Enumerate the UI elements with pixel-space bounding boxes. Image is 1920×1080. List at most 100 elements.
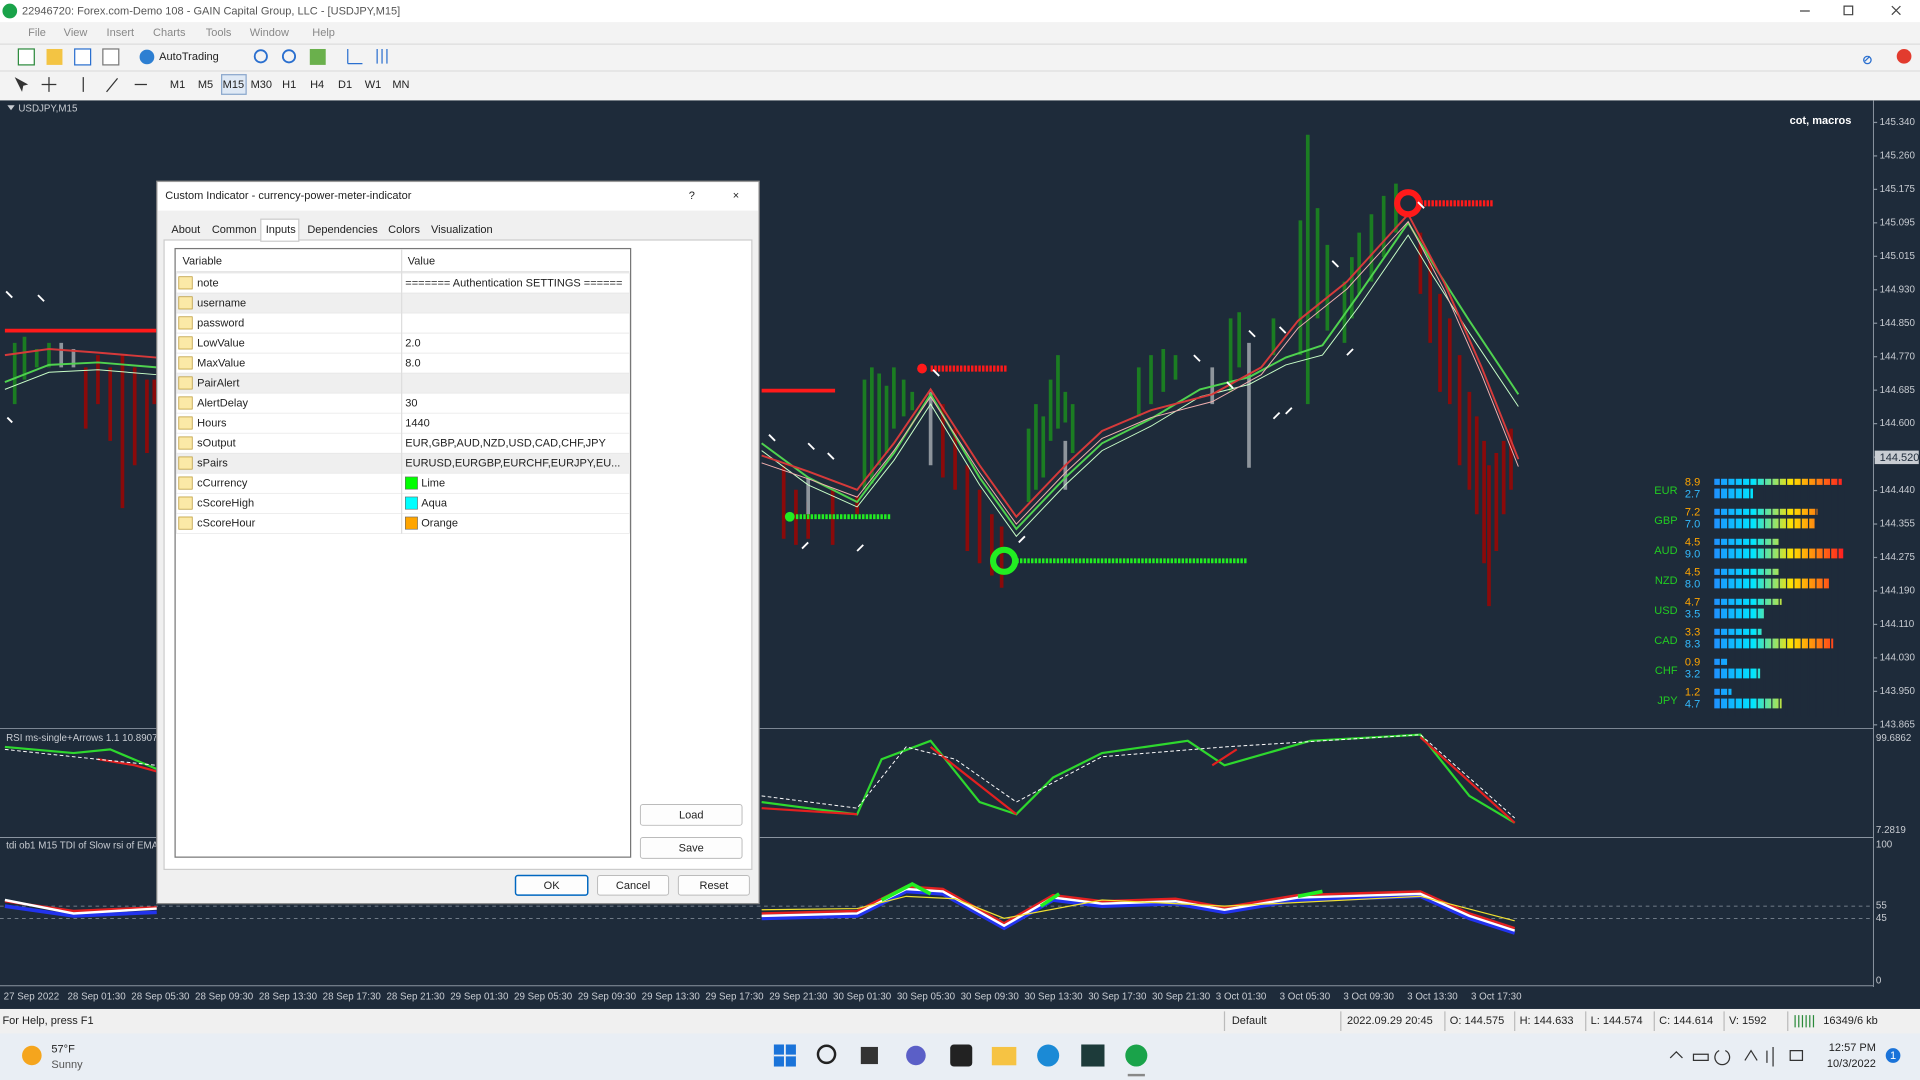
menu-item[interactable]: Tools <box>206 27 232 39</box>
meter-score: 8.9 <box>1685 476 1700 488</box>
price-label: 145.260 <box>1880 151 1916 162</box>
variable-name: AlertDelay <box>197 397 248 409</box>
time-label: 28 Sep 17:30 <box>323 991 382 1002</box>
tab[interactable]: About <box>171 224 200 236</box>
price-label: 144.600 <box>1880 418 1916 429</box>
timeframe-button[interactable]: M15 <box>223 79 244 91</box>
row-icon <box>178 416 193 430</box>
time-label: 28 Sep 13:30 <box>259 991 318 1002</box>
tab[interactable]: Visualization <box>431 224 493 236</box>
meter-segments <box>1719 471 1846 717</box>
indicator1-bottom: 7.2819 <box>1876 825 1906 836</box>
meter-score: 3.3 <box>1685 626 1700 638</box>
variable-name: password <box>197 317 244 329</box>
meter-score: 3.2 <box>1685 669 1700 681</box>
variable-name: cScoreHigh <box>197 498 254 510</box>
variable-value: Lime <box>421 478 445 490</box>
notification-badge[interactable] <box>1885 1048 1901 1063</box>
row-icon <box>178 396 193 410</box>
button[interactable] <box>639 804 743 826</box>
timeframe-button[interactable]: D1 <box>338 79 352 91</box>
meter-bar <box>1714 638 1834 649</box>
time-label: 30 Sep 09:30 <box>961 991 1020 1002</box>
indicator2-level: 0 <box>1876 975 1882 986</box>
row-icon <box>178 456 193 470</box>
tab[interactable]: Inputs <box>266 224 297 236</box>
menu-item[interactable]: Charts <box>153 27 186 39</box>
timeframe-button[interactable]: M1 <box>170 79 185 91</box>
time-label: 27 Sep 2022 <box>4 991 59 1002</box>
menu-item[interactable]: Insert <box>107 27 135 39</box>
button[interactable] <box>514 874 589 896</box>
timeframe-button[interactable]: M5 <box>198 79 213 91</box>
status-profile: Default <box>1232 1015 1267 1027</box>
button[interactable] <box>597 875 670 896</box>
current-price: 144.520 <box>1880 452 1920 464</box>
time-label: 3 Oct 13:30 <box>1407 991 1458 1002</box>
timeframe-button[interactable]: MN <box>392 79 409 91</box>
time-label: 29 Sep 09:30 <box>578 991 637 1002</box>
variable-name: username <box>197 297 246 309</box>
clock-time: 12:57 PM <box>1829 1042 1876 1054</box>
meter-currency: CHF <box>1655 665 1678 677</box>
button-label[interactable]: Reset <box>699 880 728 892</box>
price-label: 143.950 <box>1880 686 1916 697</box>
menu-item[interactable]: File <box>28 27 46 39</box>
tray-icons[interactable] <box>1669 1046 1804 1067</box>
timeframe-button[interactable]: H4 <box>310 79 324 91</box>
close-button[interactable]: × <box>733 190 739 202</box>
time-label: 28 Sep 01:30 <box>67 991 126 1002</box>
meter-score: 4.5 <box>1685 536 1700 548</box>
variable-name: PairAlert <box>197 377 239 389</box>
meter-score: 0.9 <box>1685 656 1700 668</box>
timeframe-button[interactable]: W1 <box>365 79 382 91</box>
meter-currency: CAD <box>1654 635 1677 647</box>
color-swatch <box>405 496 418 510</box>
price-label: 144.190 <box>1880 586 1916 597</box>
button-label[interactable]: Load <box>679 809 704 821</box>
time-label: 30 Sep 01:30 <box>833 991 892 1002</box>
timeframe-button[interactable]: H1 <box>282 79 296 91</box>
window-controls[interactable] <box>1800 5 1901 16</box>
timeframe-button[interactable]: M30 <box>251 79 272 91</box>
indicator2-name: tdi ob1 M15 TDI of Slow rsi of EMA <box>6 841 159 852</box>
row-bg[interactable] <box>176 412 630 434</box>
taskbar-apps[interactable] <box>773 1044 1148 1077</box>
row-bg[interactable] <box>176 513 630 534</box>
button-label[interactable]: Save <box>679 842 704 854</box>
button-label[interactable]: OK <box>544 880 561 892</box>
tab[interactable]: Dependencies <box>307 224 378 236</box>
menu-item[interactable]: Help <box>312 27 335 39</box>
button[interactable] <box>677 875 750 896</box>
time-label: 30 Sep 05:30 <box>897 991 956 1002</box>
notification[interactable] <box>1896 48 1912 64</box>
time-label: 3 Oct 01:30 <box>1216 991 1267 1002</box>
help-button[interactable]: ? <box>689 190 695 202</box>
weather-icon[interactable] <box>22 1045 42 1066</box>
row-bg[interactable] <box>176 372 630 394</box>
menu-item[interactable]: Window <box>250 27 289 39</box>
toolbar-icons[interactable] <box>14 48 388 93</box>
meter-score: 3.5 <box>1685 609 1700 621</box>
row-icon <box>178 376 193 390</box>
variable-value: 30 <box>405 397 417 409</box>
meter-bar <box>1714 668 1761 679</box>
meter-bar <box>1714 698 1782 709</box>
button-label[interactable]: Cancel <box>616 880 650 892</box>
tab[interactable]: Colors <box>388 224 420 236</box>
status-bar <box>0 1008 1920 1034</box>
button[interactable] <box>639 837 743 859</box>
chart-frame <box>0 100 1874 987</box>
autotrading-button[interactable]: AutoTrading <box>159 51 219 63</box>
menu-item[interactable]: View <box>64 27 88 39</box>
tab-active <box>260 218 300 242</box>
indicator2-level: 45 <box>1876 913 1887 924</box>
meter-bar <box>1714 688 1732 695</box>
tab[interactable]: Common <box>212 224 257 236</box>
signal-markers <box>4 189 1494 575</box>
indicator1-name: RSI ms-single+Arrows 1.1 10.8907 <box>6 733 157 744</box>
title-bar <box>0 0 1920 23</box>
app-icon <box>2 3 18 19</box>
chart-symbol: USDJPY,M15 <box>18 104 78 115</box>
row-icon <box>178 276 193 290</box>
